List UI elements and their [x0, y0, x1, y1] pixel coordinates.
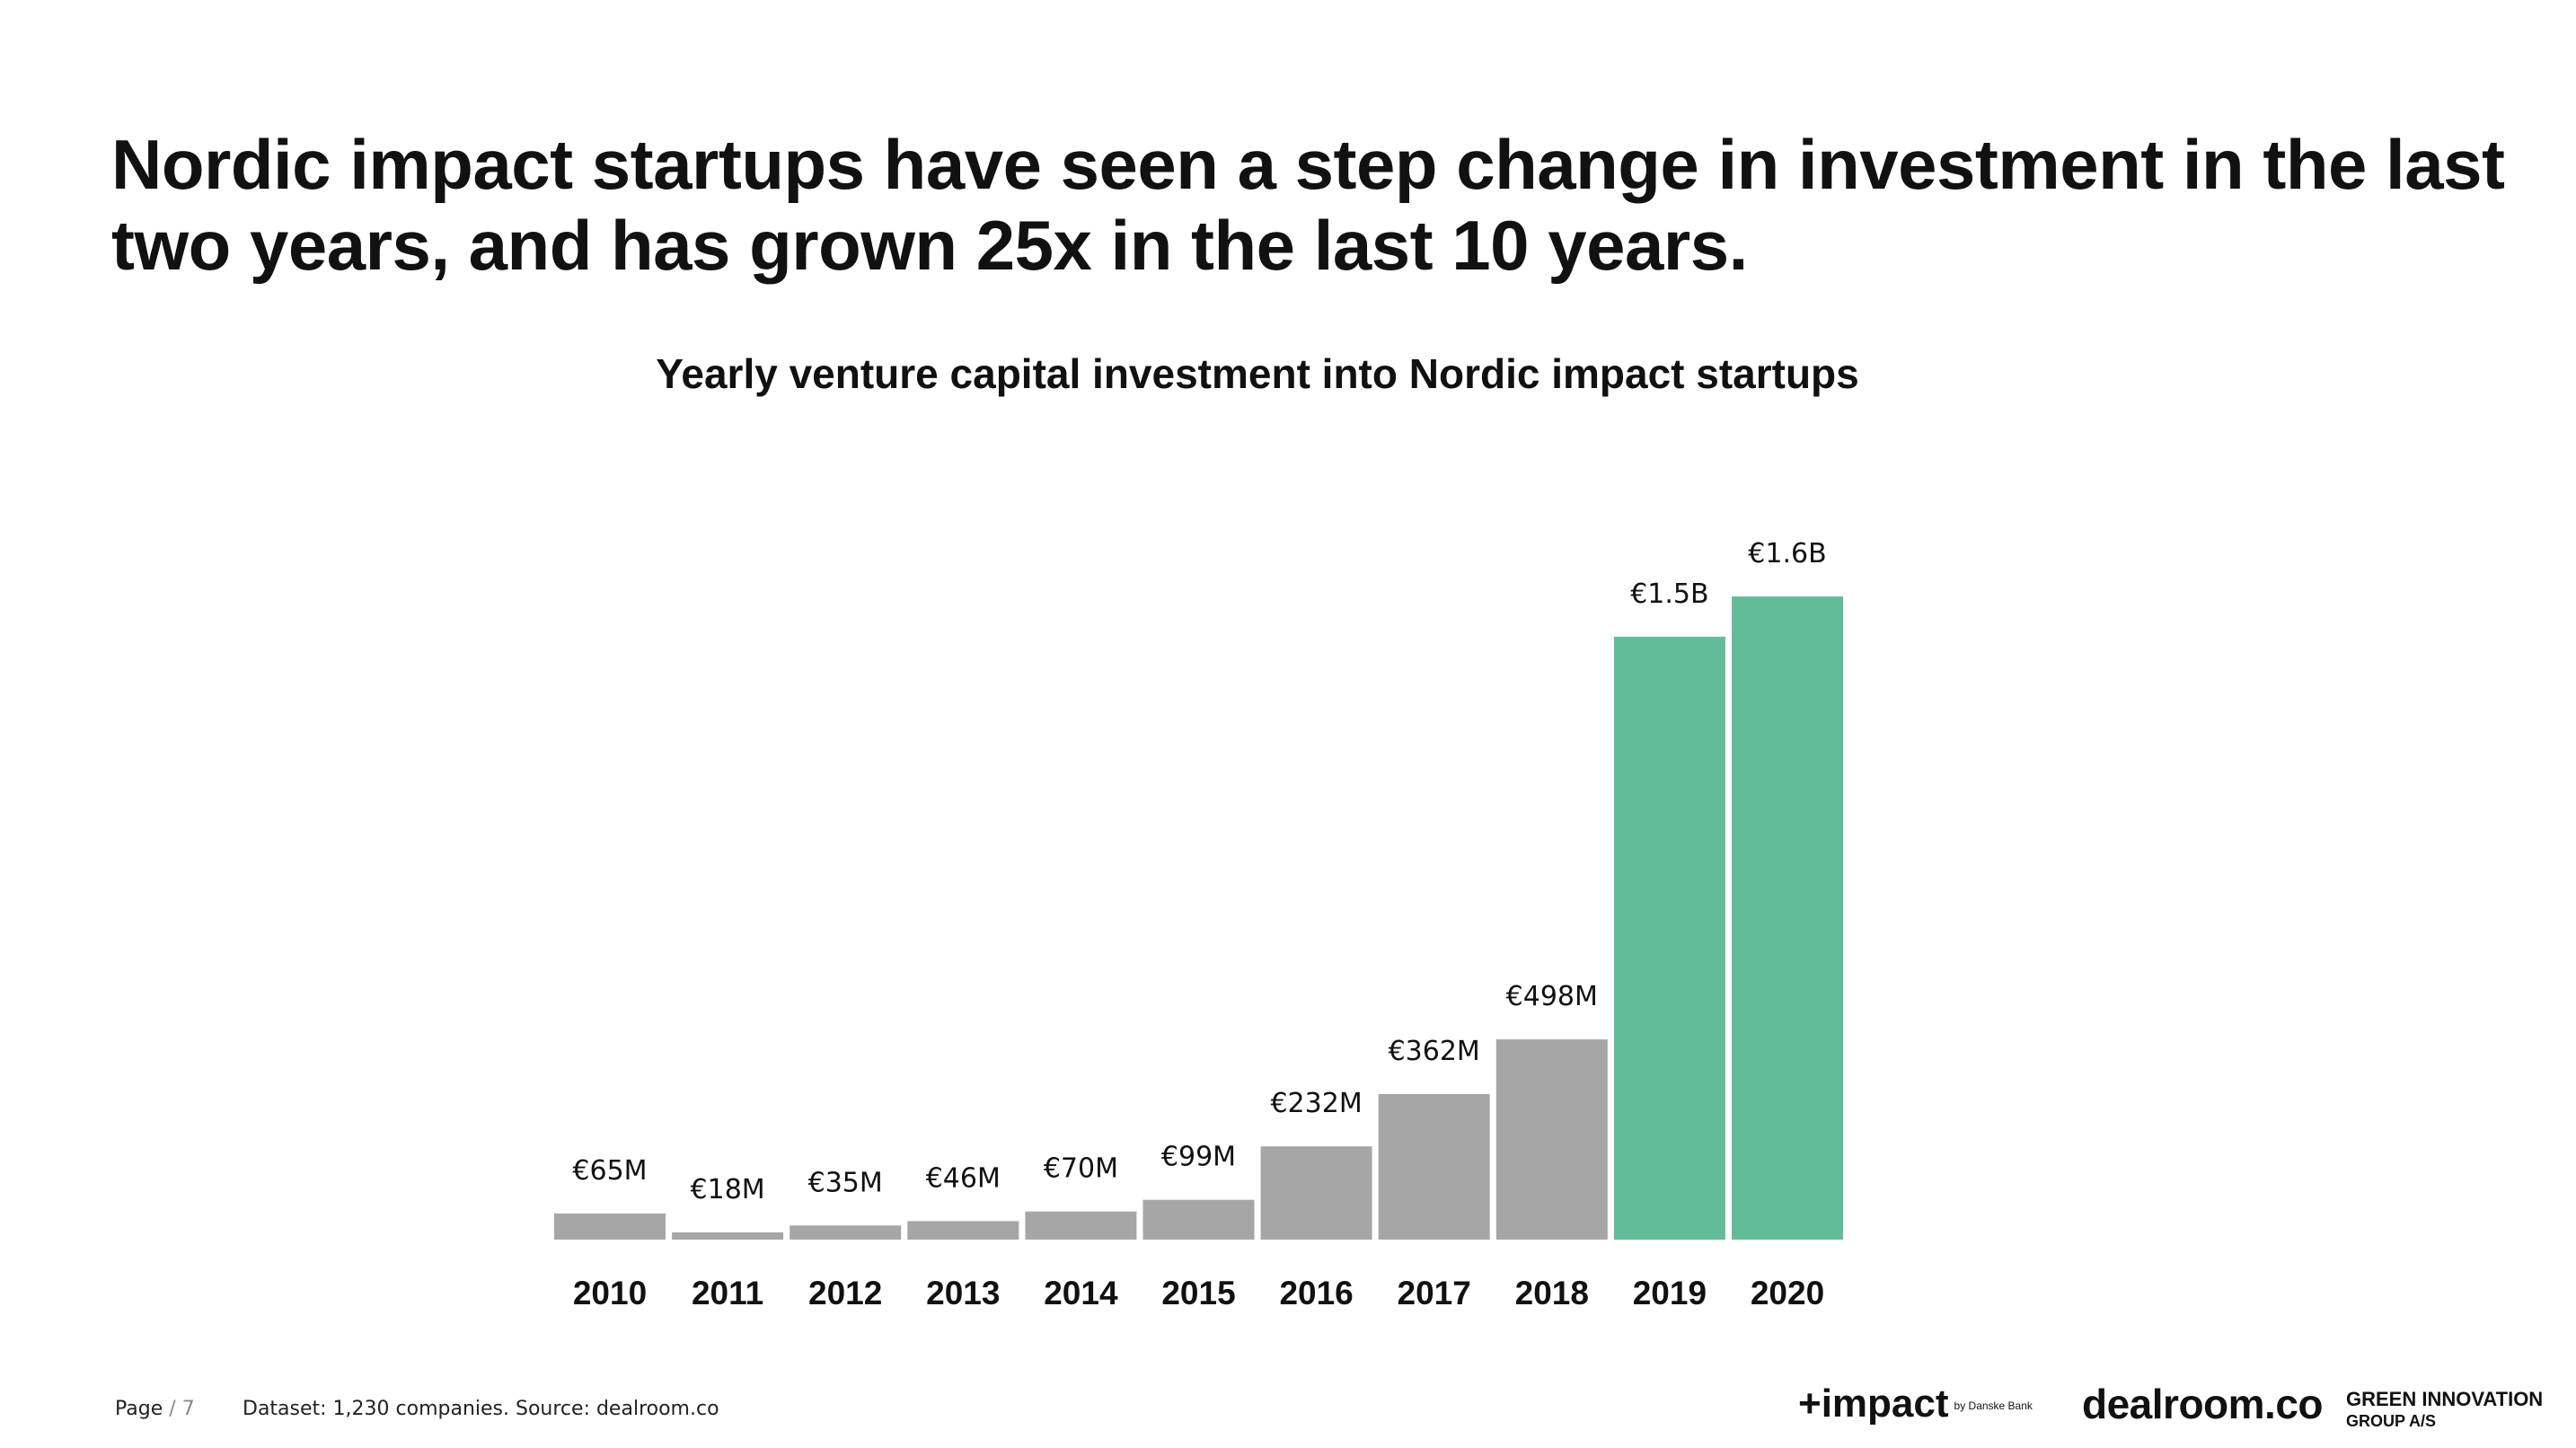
- page-label: Page: [115, 1398, 163, 1420]
- green-innovation-logo: GREEN INNOVATION GROUP A/S: [2346, 1389, 2543, 1432]
- page-number: Page / 7: [115, 1398, 195, 1420]
- green-innovation-logo-line1: GREEN INNOVATION: [2346, 1388, 2544, 1410]
- bar-2011: [672, 1232, 784, 1240]
- page-headline: Nordic impact startups have seen a step …: [111, 125, 2505, 285]
- page-separator: /: [169, 1398, 176, 1420]
- bar-2010: [554, 1213, 666, 1240]
- bar-2012: [790, 1225, 902, 1240]
- x-tick-2014: 2014: [1044, 1275, 1118, 1311]
- x-tick-2015: 2015: [1161, 1275, 1235, 1311]
- impact-logo: +impact by Danske Bank: [1798, 1382, 2033, 1426]
- x-tick-2017: 2017: [1398, 1275, 1471, 1311]
- data-label-2016: €232M: [1270, 1088, 1362, 1119]
- data-label-2010: €65M: [572, 1155, 647, 1187]
- data-label-2013: €46M: [926, 1162, 1001, 1194]
- bar-2014: [1025, 1211, 1137, 1240]
- source-note: Dataset: 1,230 companies. Source: dealro…: [243, 1398, 719, 1420]
- bar-2013: [907, 1221, 1019, 1240]
- x-tick-2016: 2016: [1279, 1275, 1353, 1311]
- x-tick-2013: 2013: [926, 1275, 1000, 1311]
- x-tick-2020: 2020: [1751, 1275, 1824, 1311]
- data-label-2017: €362M: [1389, 1036, 1480, 1067]
- bar-2020: [1732, 596, 1843, 1240]
- x-tick-2011: 2011: [692, 1275, 763, 1311]
- x-tick-2010: 2010: [573, 1275, 647, 1311]
- data-label-2011: €18M: [691, 1174, 765, 1205]
- x-tick-2012: 2012: [808, 1275, 882, 1311]
- bar-2015: [1142, 1199, 1255, 1240]
- data-label-2018: €498M: [1506, 981, 1598, 1012]
- data-label-2020: €1.6B: [1748, 538, 1826, 569]
- impact-logo-text: +impact: [1798, 1382, 1949, 1426]
- data-label-2014: €70M: [1044, 1153, 1118, 1185]
- chart-title: Yearly venture capital investment into N…: [656, 350, 1859, 397]
- dealroom-logo: dealroom.co: [2082, 1381, 2324, 1427]
- impact-logo-subtext: by Danske Bank: [1954, 1399, 2033, 1413]
- bar-2019: [1613, 636, 1725, 1241]
- bar-2016: [1260, 1146, 1372, 1240]
- bar-2018: [1495, 1039, 1608, 1240]
- data-label-2015: €99M: [1161, 1142, 1236, 1173]
- green-innovation-logo-line2: GROUP A/S: [2346, 1412, 2437, 1430]
- bar-2017: [1378, 1094, 1490, 1240]
- x-tick-2018: 2018: [1515, 1275, 1589, 1311]
- page-number-value: 7: [181, 1398, 195, 1420]
- data-label-2019: €1.5B: [1630, 578, 1708, 610]
- x-tick-2019: 2019: [1633, 1275, 1707, 1311]
- data-label-2012: €35M: [808, 1167, 883, 1198]
